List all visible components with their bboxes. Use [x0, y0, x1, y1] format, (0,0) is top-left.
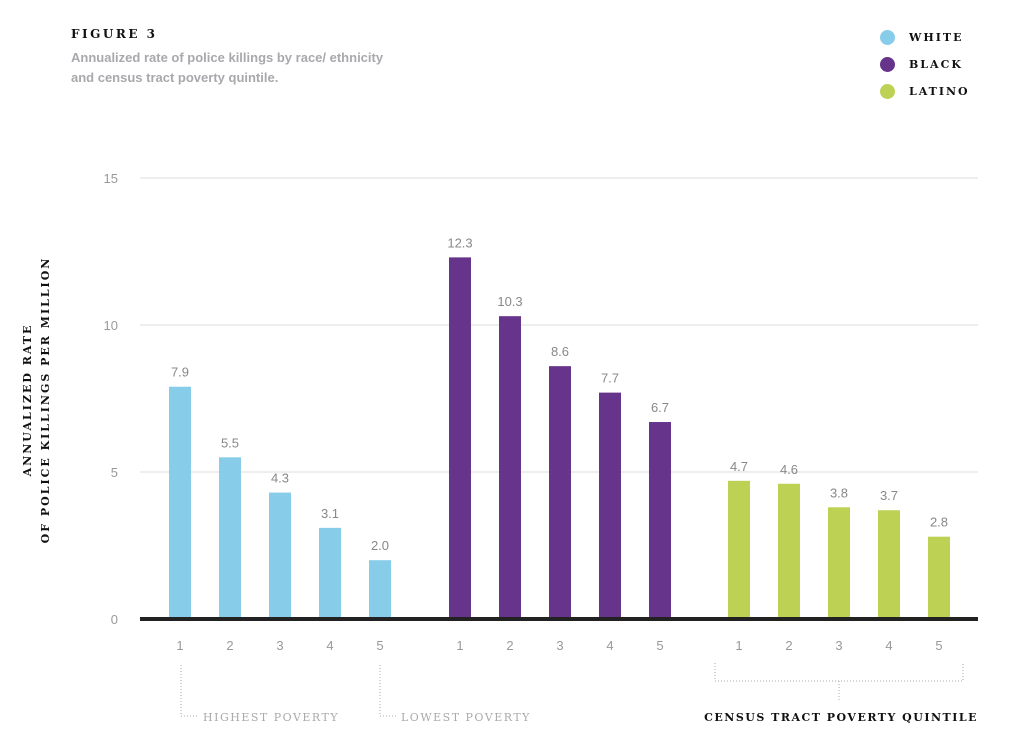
x-tick-label: 1	[735, 638, 742, 653]
y-tick-label: 5	[111, 465, 118, 480]
bar-latino-3	[828, 507, 850, 619]
legend-item-latino: LATINO	[880, 78, 970, 105]
bar-black-4	[599, 392, 621, 619]
x-axis-title: CENSUS TRACT POVERTY QUINTILE	[704, 711, 978, 724]
y-axis-title-line1: ANNUALIZED RATE	[21, 324, 34, 478]
data-label: 3.8	[830, 485, 848, 500]
legend: WHITE BLACK LATINO	[880, 24, 970, 105]
data-label: 3.1	[321, 506, 339, 521]
data-label: 2.8	[930, 515, 948, 530]
bar-white-2	[219, 457, 241, 619]
legend-label: LATINO	[909, 85, 970, 98]
data-label: 6.7	[651, 400, 669, 415]
x-tick-label: 4	[885, 638, 892, 653]
figure-label: FIGURE 3	[71, 27, 158, 41]
lowest-poverty-bracket	[379, 665, 397, 717]
legend-item-black: BLACK	[880, 51, 970, 78]
data-label: 12.3	[447, 235, 472, 250]
x-tick-label: 5	[376, 638, 383, 653]
chart-subtitle: Annualized rate of police killings by ra…	[71, 50, 384, 85]
legend-swatch	[880, 84, 895, 99]
x-tick-label: 1	[456, 638, 463, 653]
annotation-lowest-poverty: LOWEST POVERTY	[401, 711, 531, 724]
bar-white-3	[269, 492, 291, 619]
data-label: 8.6	[551, 344, 569, 359]
annotation-highest-poverty: HIGHEST POVERTY	[203, 711, 339, 724]
bar-black-3	[549, 366, 571, 619]
y-tick-label: 0	[111, 612, 118, 627]
data-label: 10.3	[497, 294, 522, 309]
x-tick-label: 4	[326, 638, 333, 653]
x-tick-label: 1	[176, 638, 183, 653]
y-axis-title: ANNUALIZED RATE OF POLICE KILLINGS PER M…	[21, 257, 52, 544]
x-tick-label: 2	[226, 638, 233, 653]
y-axis-title-line2: OF POLICE KILLINGS PER MILLION	[39, 257, 52, 544]
data-label: 3.7	[880, 488, 898, 503]
legend-swatch	[880, 57, 895, 72]
legend-label: BLACK	[909, 58, 963, 71]
bar-black-1	[449, 257, 471, 619]
bar-latino-1	[728, 480, 750, 619]
data-label: 7.9	[171, 365, 189, 380]
y-tick-label: 10	[104, 318, 118, 333]
x-tick-label: 5	[935, 638, 942, 653]
x-tick-label: 4	[606, 638, 613, 653]
latino-quintile-bracket	[714, 663, 964, 700]
bar-latino-4	[878, 510, 900, 619]
x-tick-label: 5	[656, 638, 663, 653]
x-tick-label: 3	[556, 638, 563, 653]
bar-latino-2	[778, 483, 800, 619]
bar-black-2	[499, 316, 521, 619]
bar-white-4	[319, 527, 341, 619]
data-label: 2.0	[371, 538, 389, 553]
data-label: 7.7	[601, 371, 619, 386]
legend-label: WHITE	[909, 31, 964, 44]
highest-poverty-bracket	[180, 665, 198, 717]
data-label: 4.7	[730, 459, 748, 474]
x-tick-label: 2	[785, 638, 792, 653]
annotations	[180, 663, 964, 717]
legend-item-white: WHITE	[880, 24, 970, 51]
bar-white-5	[369, 560, 391, 619]
x-tick-label: 2	[506, 638, 513, 653]
data-label: 4.3	[271, 471, 289, 486]
bar-white-1	[169, 386, 191, 619]
legend-swatch	[880, 30, 895, 45]
x-tick-label: 3	[835, 638, 842, 653]
data-label: 4.6	[780, 462, 798, 477]
y-tick-label: 15	[104, 171, 118, 186]
bar-black-5	[649, 422, 671, 619]
bar-latino-5	[928, 536, 950, 619]
data-label: 5.5	[221, 435, 239, 450]
x-tick-label: 3	[276, 638, 283, 653]
